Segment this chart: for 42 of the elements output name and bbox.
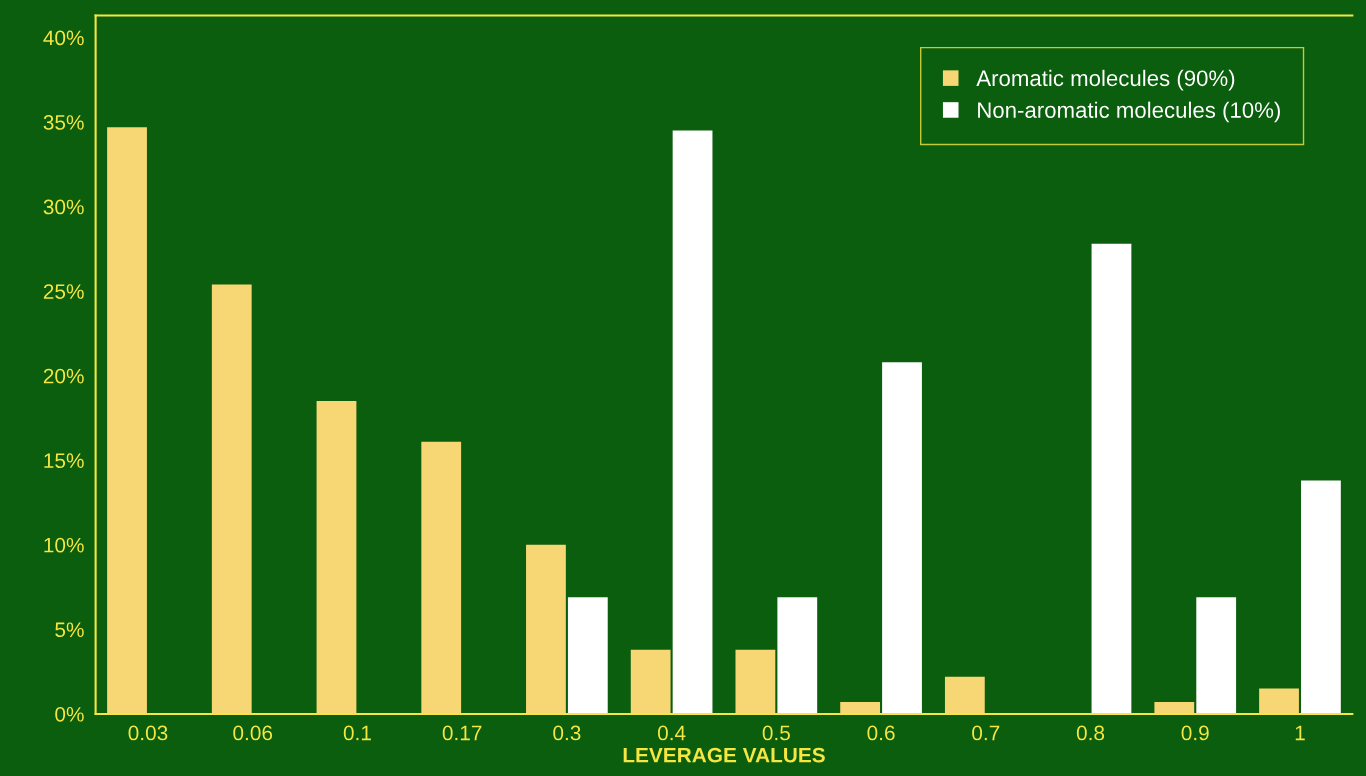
y-tick-label: 15%: [44, 453, 84, 469]
y-tick-label: 25%: [43, 284, 84, 299]
bar: [526, 544, 566, 714]
bar: [777, 597, 818, 714]
bar: [630, 649, 671, 714]
bar: [316, 401, 357, 714]
bar: [840, 702, 881, 714]
x-tick-label: 0.9: [1181, 725, 1209, 741]
x-tick-label: 0.8: [1076, 725, 1105, 741]
x-tick-label: 0.5: [762, 725, 790, 741]
bar: [735, 649, 776, 714]
y-tick-label: 20%: [43, 368, 84, 384]
bar: [672, 130, 713, 714]
y-tick-label: 30%: [43, 199, 84, 215]
x-tick-label: 1: [1295, 725, 1305, 741]
bar: [1091, 243, 1132, 714]
x-tick-label: 0.4: [657, 725, 686, 741]
x-tick-label: 0.06: [233, 725, 273, 741]
x-tick-label: 0.6: [867, 725, 895, 741]
y-tick-label: 5%: [55, 622, 84, 638]
bar: [1154, 702, 1195, 714]
bar: [107, 127, 147, 714]
x-tick-label: 0.03: [128, 725, 168, 741]
bar: [421, 441, 462, 714]
x-tick-label: 0.1: [343, 725, 371, 741]
bar: [1301, 480, 1341, 714]
x-tick-label: 0.3: [553, 725, 581, 741]
bar: [1259, 688, 1299, 714]
y-tick-label: 0%: [55, 706, 84, 722]
bar: [1196, 597, 1237, 714]
bar: [567, 597, 608, 714]
legend-label: Non-aromatic molecules (10%): [978, 101, 1280, 123]
legend-label: Aromatic molecules (90%): [976, 69, 1235, 91]
bar: [944, 676, 985, 714]
y-tick-label: 35%: [43, 115, 84, 130]
x-axis-title: LEVERAGE VALUES: [623, 747, 825, 763]
bar: [211, 284, 252, 714]
y-tick-label: 10%: [44, 537, 84, 553]
y-tick-label: 40%: [43, 30, 84, 46]
x-tick-label: 0.17: [442, 725, 482, 741]
x-tick-label: 0.7: [972, 725, 1000, 741]
bar: [882, 362, 922, 714]
